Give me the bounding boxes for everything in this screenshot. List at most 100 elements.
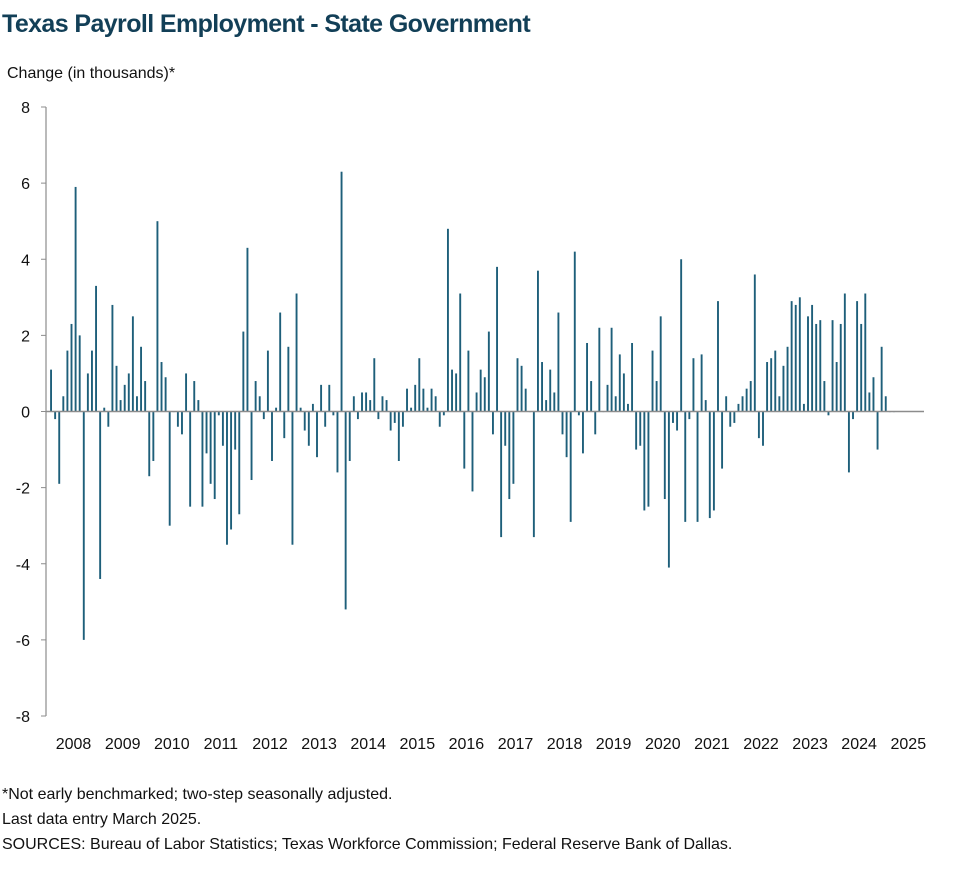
bar (373, 358, 376, 412)
x-tick-label: 2015 (400, 736, 436, 753)
bar (667, 411, 670, 568)
bar (717, 301, 719, 412)
bar (676, 411, 679, 431)
x-tick-label: 2018 (547, 736, 583, 753)
bar (635, 411, 638, 450)
bar (856, 301, 859, 412)
bar (152, 411, 155, 461)
bar (647, 411, 650, 507)
x-tick-label: 2011 (204, 736, 239, 753)
bar (455, 373, 458, 412)
bar (639, 411, 642, 446)
bar (753, 274, 756, 412)
bar (348, 411, 351, 461)
bar (287, 346, 290, 412)
bar (136, 396, 138, 412)
bar (406, 388, 408, 412)
bar (299, 407, 302, 412)
bar (590, 381, 593, 412)
bar (107, 411, 110, 427)
bar (393, 411, 396, 423)
bar (209, 411, 212, 484)
bar (610, 327, 613, 412)
bar (58, 411, 61, 484)
bar (872, 377, 875, 412)
bar (692, 358, 695, 412)
bar (144, 381, 147, 412)
x-tick-label: 2021 (694, 736, 730, 753)
bar (880, 346, 883, 412)
x-tick-label: 2008 (56, 736, 92, 753)
bar (483, 377, 486, 412)
bar (86, 373, 89, 412)
bar (516, 358, 519, 412)
bar (369, 400, 372, 412)
bar (148, 411, 151, 477)
bar (258, 396, 261, 412)
bar (361, 392, 363, 412)
x-tick-label: 2009 (105, 736, 141, 753)
bar (721, 411, 724, 469)
bar (798, 297, 801, 412)
chart-title: Texas Payroll Employment - State Governm… (2, 10, 531, 38)
bar (91, 350, 93, 412)
y-tick-label: 6 (21, 176, 30, 193)
bar (266, 350, 269, 412)
x-tick-label: 2022 (743, 736, 779, 753)
bar (500, 411, 503, 538)
bar (303, 411, 306, 431)
bar (802, 403, 805, 412)
bar (643, 411, 646, 511)
note-sources: SOURCES: Bureau of Labor Statistics; Tex… (2, 836, 733, 853)
bar (508, 411, 511, 500)
bar (586, 342, 588, 412)
bar-series (50, 171, 895, 640)
bar (344, 411, 347, 610)
axes (45, 107, 924, 716)
bar (479, 369, 482, 412)
bar (627, 403, 629, 412)
bar (434, 396, 437, 412)
bar (561, 411, 564, 435)
chart-notes: *Not early benchmarked; two-step seasona… (2, 782, 732, 857)
y-tick-label: -6 (16, 633, 30, 650)
bar (790, 301, 793, 412)
bar (226, 411, 228, 545)
bar (205, 411, 208, 454)
bar (422, 388, 425, 412)
bar (811, 304, 814, 412)
bar (876, 411, 879, 450)
bar (541, 362, 543, 412)
bar (864, 293, 867, 412)
bar (839, 323, 842, 412)
bar (651, 350, 654, 412)
x-tick-label: 2025 (891, 736, 927, 753)
bar (807, 316, 809, 412)
bar (708, 411, 711, 519)
bar (414, 384, 417, 412)
bar (316, 411, 318, 458)
bar (827, 411, 830, 416)
bar (140, 346, 143, 412)
bar (467, 350, 470, 412)
bar (786, 346, 789, 412)
bar (328, 384, 331, 412)
bar (381, 396, 384, 412)
bar (377, 411, 380, 420)
y-tick-label: -8 (16, 709, 30, 726)
bar (127, 373, 130, 412)
bar (397, 411, 400, 461)
bar (868, 392, 871, 412)
bar (549, 369, 552, 412)
bar (831, 320, 834, 412)
bar (197, 400, 200, 412)
bar (569, 411, 572, 522)
x-tick-label: 2012 (252, 736, 288, 753)
bar (463, 411, 466, 469)
bar (606, 384, 609, 412)
bar (410, 407, 413, 412)
bar (446, 228, 449, 412)
bar (193, 381, 196, 412)
bar (860, 323, 863, 412)
